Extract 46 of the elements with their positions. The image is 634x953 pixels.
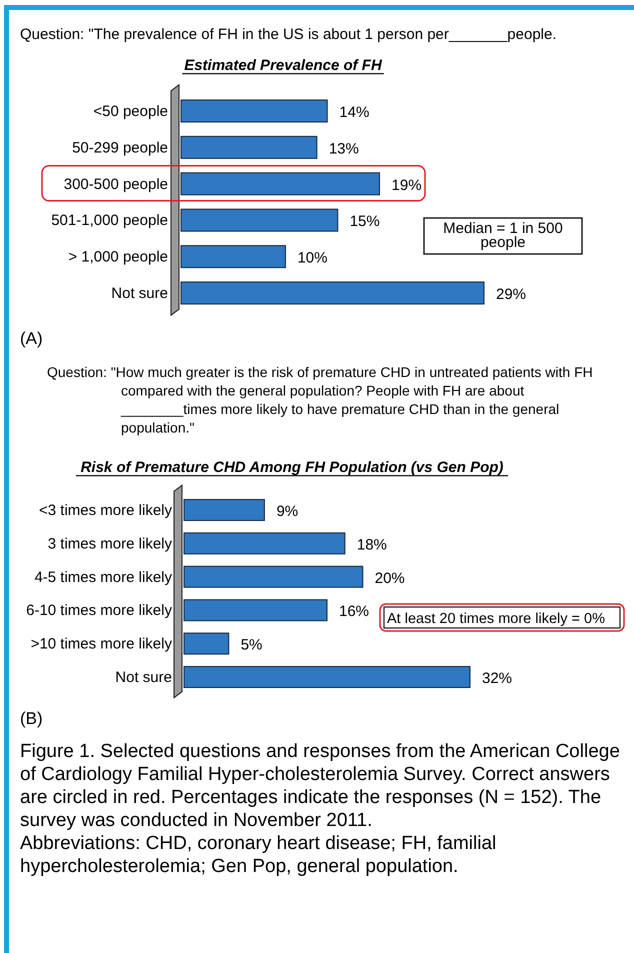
text: (B): [20, 709, 43, 728]
data-label: 29%: [496, 286, 526, 303]
data-label: 32%: [482, 670, 512, 687]
text: Question: "The prevalence of FH in the US is about 1 person per_______people.: [20, 26, 556, 43]
data-label: 10%: [297, 250, 328, 267]
y-tick-label: <50 people: [93, 103, 168, 120]
bar: [184, 499, 265, 521]
bar: [184, 632, 230, 655]
bar: [184, 566, 364, 588]
bar: [180, 136, 318, 159]
chart-title: Estimated Prevalence of FH: [184, 57, 383, 74]
data-label: 16%: [339, 603, 370, 620]
bar: [180, 208, 338, 232]
text: Abbreviations: CHD, coronary heart disease; FH, familial hypercholesterolemia; Gen Pop, general population.: [20, 833, 496, 877]
annotation: At least 20 times more likely = 0%: [387, 611, 606, 627]
y-tick-label: <3 times more likely: [39, 502, 172, 519]
text: Question: "How much greater is the risk of premature CHD in untreated patients with FH compared with the general population? People with FH are about ________times more likely to have premature CHD than in the general population.": [47, 364, 593, 436]
data-label: 15%: [350, 213, 380, 230]
y-tick-label: Not sure: [111, 285, 168, 302]
bar: [184, 532, 346, 554]
y-tick-label: >10 times more likely: [30, 636, 172, 653]
bar: [180, 245, 286, 268]
data-label: 5%: [240, 636, 262, 654]
y-tick-label: 50-299 people: [72, 139, 168, 156]
data-label: 14%: [339, 104, 370, 121]
bar: [184, 599, 328, 622]
bar: [180, 100, 328, 122]
y-tick-label: 6-10 times more likely: [26, 602, 172, 620]
bar: [184, 666, 470, 688]
data-label: 20%: [374, 570, 405, 587]
data-label: 19%: [392, 176, 422, 194]
data-label: 13%: [328, 140, 359, 158]
text: (A): [20, 329, 43, 348]
y-tick-label: 300-500 people: [64, 176, 168, 193]
bar: [180, 172, 380, 196]
bar: [180, 282, 484, 304]
y-tick-label: 4-5 times more likely: [34, 568, 172, 586]
data-label: 18%: [356, 536, 387, 554]
y-tick-label: 501-1,000 people: [51, 212, 168, 230]
data-label: 9%: [276, 503, 298, 520]
chart-title: Risk of Premature CHD Among FH Population (vs Gen Pop): [80, 459, 504, 476]
y-tick-label: 3 times more likely: [48, 535, 172, 552]
y-tick-label: > 1,000 people: [68, 248, 168, 266]
y-tick-label: Not sure: [115, 669, 172, 686]
annotation: Median = 1 in 500 people: [443, 220, 563, 251]
caption: Figure 1. Selected questions and responses from the American College of Cardiology Familial Hyper-cholesterolemia Survey. Correct answers are circled in red. Percentages indicate the responses (N = 152). The survey was conducted in November 2011.: [20, 741, 620, 831]
